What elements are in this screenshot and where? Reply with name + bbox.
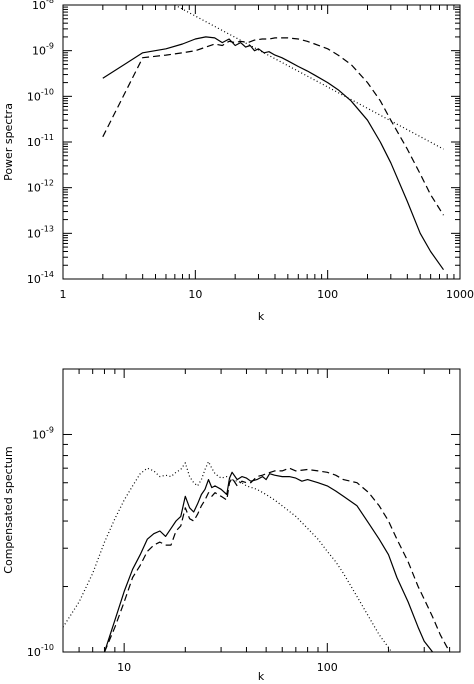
y-tick-label: 10-10 [27, 87, 54, 103]
x-ticks: 10 100 [62, 369, 451, 674]
x-tick-label: 10 [117, 661, 131, 674]
series-line-solid [102, 36, 444, 271]
x-ticks: 1 10 100 1000 [60, 5, 474, 301]
series-line-dashed [102, 37, 445, 216]
y-ticks: 10-8 10-9 10-10 10-11 10-12 10-13 10-14 [27, 0, 460, 286]
x-tick-label: 100 [317, 288, 338, 301]
y-tick-label: 10-8 [32, 0, 54, 12]
y-tick-label: 10-9 [32, 425, 54, 441]
x-tick-label: 100 [317, 661, 338, 674]
y-tick-label: 10-12 [27, 179, 54, 195]
series-group [63, 461, 451, 652]
plot-frame [62, 368, 461, 653]
x-tick-label: 1000 [446, 288, 474, 301]
plot-frame [62, 4, 461, 280]
y-axis-label: Power spectra [2, 103, 15, 181]
y-tick-label: 10-11 [27, 133, 54, 149]
y-axis-label: Compensated spectum [2, 446, 15, 573]
series-line-dashed [103, 467, 451, 652]
y-ticks: 10-9 10-10 [27, 368, 460, 659]
x-tick-label: 1 [60, 288, 67, 301]
y-tick-label: 10-9 [32, 42, 54, 58]
power-spectra-chart: 1 10 100 1000 10-810-910-1010-1110-1210-131… [2, 0, 474, 323]
series-line-dotted [174, 5, 444, 150]
y-tick-label: 10-13 [27, 224, 54, 240]
compensated-spectrum-chart: 10 100 10-9 10-10 k Compensated spectum [2, 368, 461, 683]
x-axis-label: k [258, 310, 265, 323]
y-tick-label: 10-14 [27, 270, 54, 286]
x-tick-label: 10 [188, 288, 202, 301]
x-axis-label: k [258, 670, 265, 683]
series-group [102, 5, 445, 271]
series-line-solid [103, 471, 434, 652]
y-tick-label: 10-10 [27, 643, 54, 659]
